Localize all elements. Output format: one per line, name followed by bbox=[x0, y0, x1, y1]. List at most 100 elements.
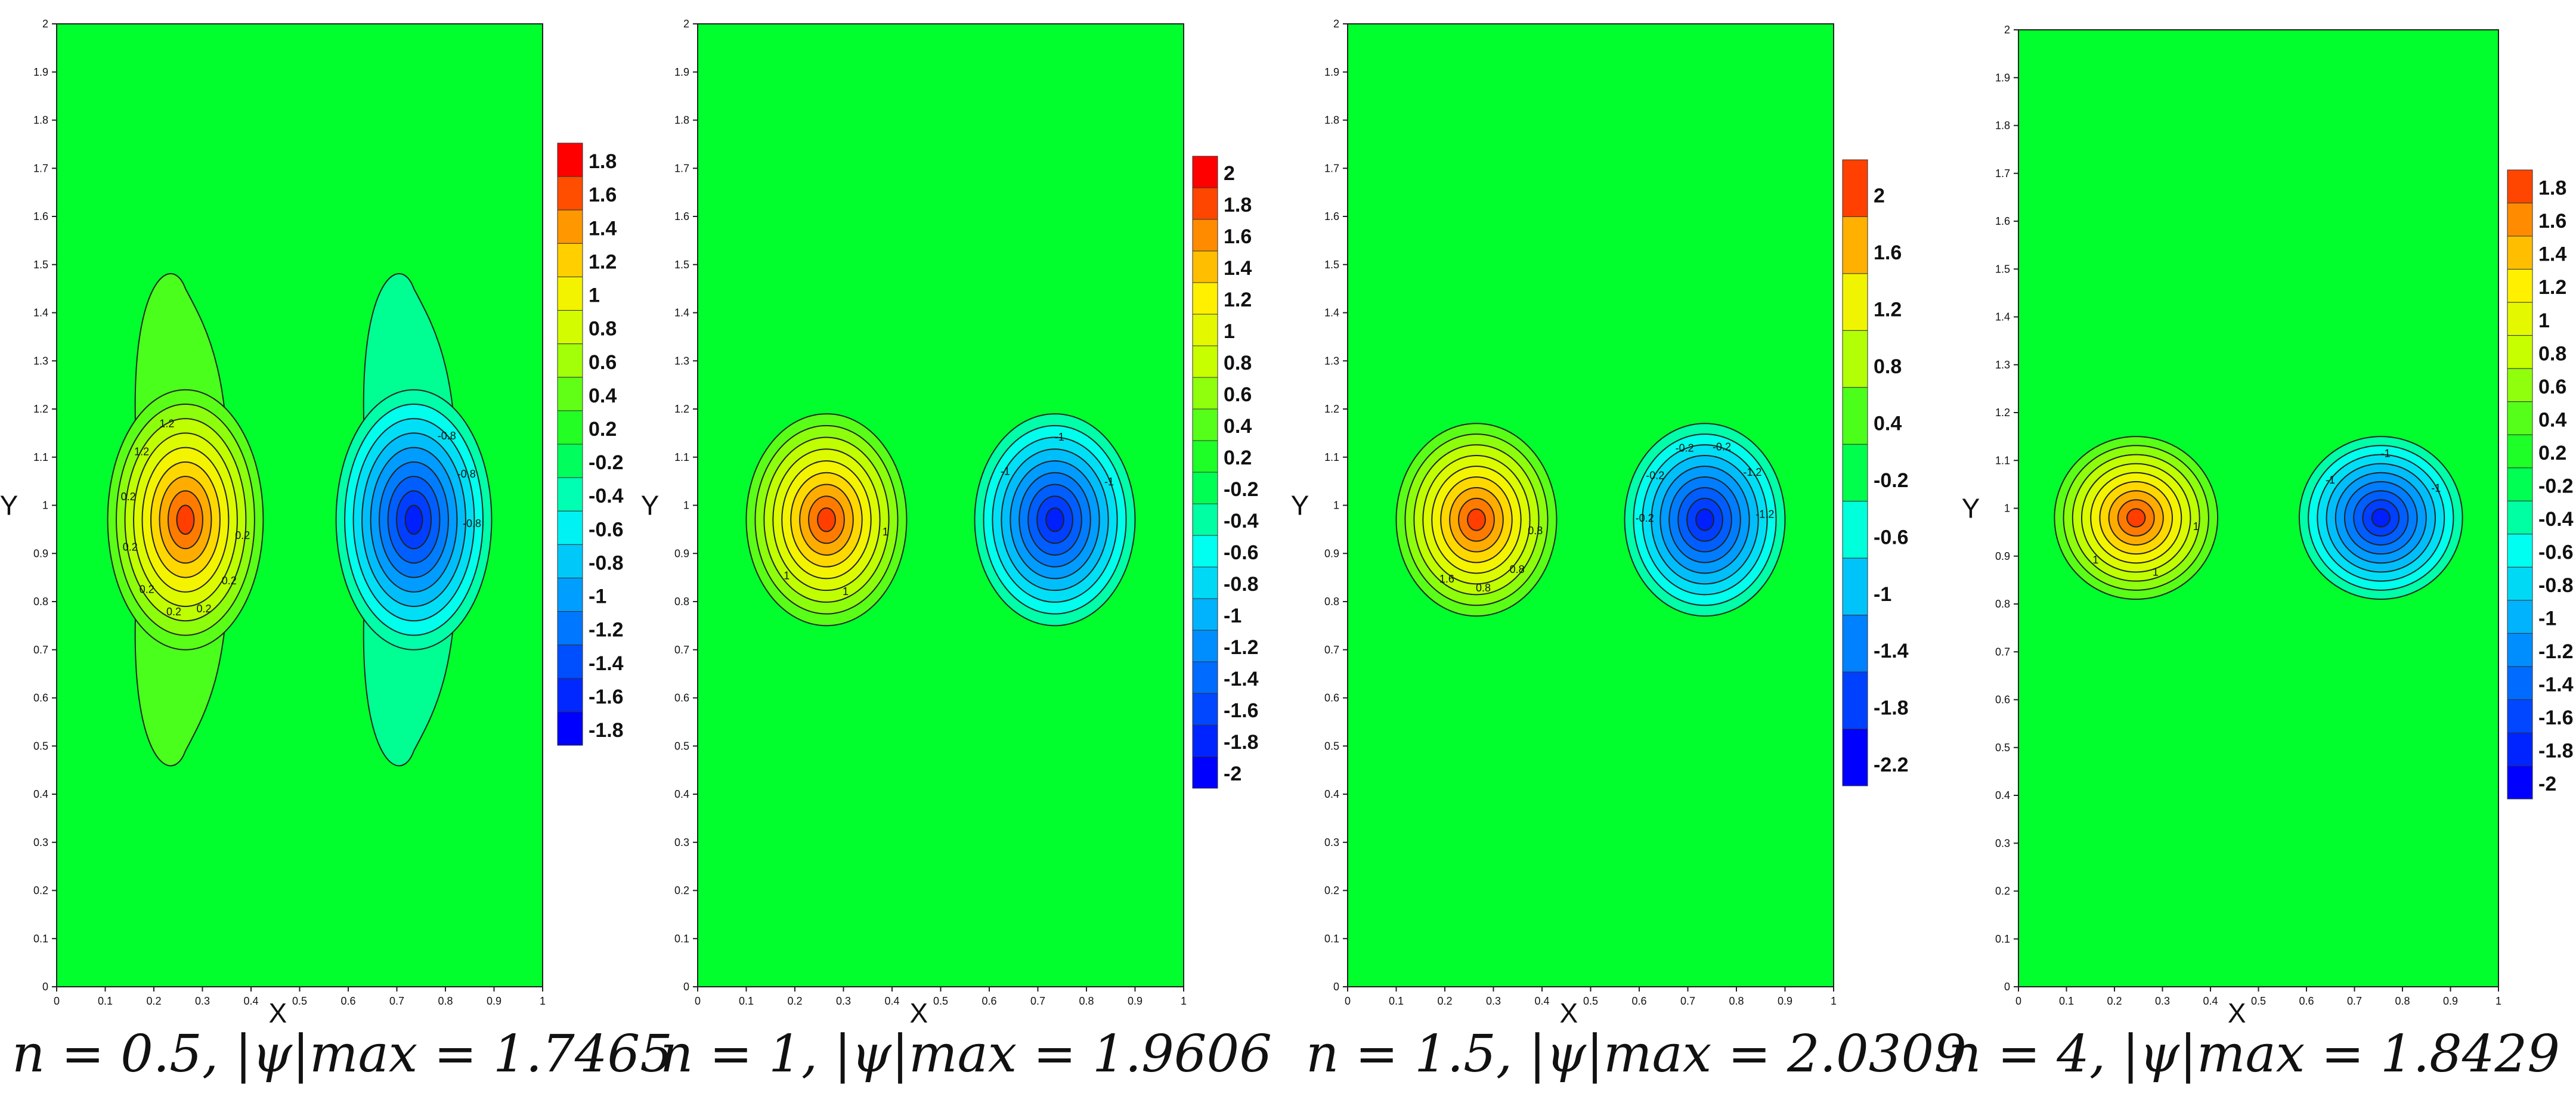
colorbar-swatch bbox=[2507, 169, 2533, 204]
colorbar-swatch bbox=[1192, 756, 1218, 789]
colorbar-swatch bbox=[1192, 630, 1218, 662]
x-tick-label: 0.8 bbox=[1079, 995, 1094, 1007]
x-tick-label: 0.5 bbox=[933, 995, 948, 1007]
y-tick-label: 2 bbox=[2004, 24, 2010, 36]
contour-label: -1 bbox=[1001, 465, 1010, 477]
y-tick-label: 1.9 bbox=[33, 66, 48, 78]
colorbar-label: -1.4 bbox=[1874, 640, 1909, 662]
contour-panel-2: 1 1 1 -1 -1 -1 0 0.1 0.2 0.3 0.4 0.5 0.6 0.7 0.8 0.9 1 0 0… bbox=[641, 18, 1259, 1028]
x-tick-label: 0.5 bbox=[1583, 995, 1598, 1007]
colorbar-label: 0.8 bbox=[589, 318, 617, 340]
contour-label: 0.2 bbox=[235, 529, 250, 541]
y-tick-label: 0.3 bbox=[33, 837, 48, 848]
contour-label: 1.2 bbox=[159, 418, 174, 430]
x-tick-label: 0.3 bbox=[836, 995, 851, 1007]
y-tick-label: 0.4 bbox=[33, 788, 48, 800]
colorbar-swatch bbox=[557, 477, 583, 512]
x-tick-label: 0.6 bbox=[1631, 995, 1646, 1007]
y-tick-label: 1.1 bbox=[674, 451, 689, 463]
colorbar-label: 1.2 bbox=[1224, 289, 1252, 311]
colorbar-swatch bbox=[1842, 273, 1868, 331]
colorbar-label: 1.6 bbox=[1874, 241, 1902, 264]
x-tick-label: 0.8 bbox=[2395, 995, 2410, 1007]
x-tick-label: 0.2 bbox=[146, 995, 161, 1007]
y-tick-label: 1.5 bbox=[33, 259, 48, 271]
x-tick-label: 0.2 bbox=[1437, 995, 1452, 1007]
colorbar-swatch bbox=[2507, 666, 2533, 700]
y-tick-label: 1.4 bbox=[1995, 311, 2010, 323]
y-tick-label: 0.1 bbox=[674, 932, 689, 944]
colorbar-swatch bbox=[2507, 765, 2533, 800]
colorbar-swatch bbox=[1842, 729, 1868, 786]
y-tick-label: 2 bbox=[1333, 18, 1339, 30]
y-tick-label: 0 bbox=[683, 981, 689, 993]
colorbar-swatch bbox=[1192, 693, 1218, 726]
colorbar-swatch bbox=[1192, 598, 1218, 631]
colorbar-swatch bbox=[1192, 472, 1218, 504]
colorbar-swatch bbox=[1192, 314, 1218, 346]
colorbar-swatch bbox=[2507, 600, 2533, 634]
contour-level bbox=[176, 504, 195, 535]
colorbar-label: 0.8 bbox=[1874, 355, 1902, 378]
x-tick-label: 0.2 bbox=[787, 995, 802, 1007]
y-tick-label: 0.2 bbox=[1995, 885, 2010, 897]
colorbar-label: -1.4 bbox=[1224, 668, 1259, 690]
y-tick-label: 0.4 bbox=[1995, 789, 2010, 801]
colorbar-swatch bbox=[2507, 269, 2533, 303]
y-tick-label: 1.7 bbox=[1995, 168, 2010, 179]
colorbar-swatch bbox=[1192, 156, 1218, 188]
y-tick-label: 1 bbox=[2004, 503, 2010, 515]
x-tick-label: 0.1 bbox=[98, 995, 113, 1007]
y-tick-label: 1.3 bbox=[33, 355, 48, 367]
y-axis-label: Y bbox=[0, 490, 18, 521]
colorbar-swatch bbox=[2507, 434, 2533, 469]
colorbar-swatch bbox=[557, 176, 583, 210]
y-tick-label: 0.5 bbox=[1324, 740, 1339, 752]
y-tick-label: 0.3 bbox=[1995, 837, 2010, 849]
colorbar-label: 1.6 bbox=[1224, 225, 1252, 248]
positive-vortex bbox=[1395, 423, 1558, 617]
x-tick-label: 0 bbox=[2015, 995, 2021, 1007]
colorbar-label: -1.2 bbox=[2538, 640, 2574, 663]
x-tick-label: 0.4 bbox=[243, 995, 258, 1007]
contour-panel-1: 0.2 0.2 0.2 0.2 0.2 0.2 0.2 1.2 1.2 -0.8 -0.8 -0.8 0… bbox=[0, 18, 624, 1028]
colorbar-label: -1.2 bbox=[589, 619, 624, 642]
x-tick-label: 0.4 bbox=[884, 995, 899, 1007]
contour-label: 0.8 bbox=[1510, 563, 1525, 575]
y-tick-label: 0.2 bbox=[33, 885, 48, 897]
caption-text: n = 1, |ψ|max = 1.9606 bbox=[660, 1024, 1272, 1084]
y-tick-label: 1.5 bbox=[1995, 263, 2010, 275]
colorbar-swatch bbox=[557, 510, 583, 545]
contour-label: 0.2 bbox=[123, 541, 138, 553]
y-axis-label: Y bbox=[1962, 493, 1980, 524]
y-tick-label: 0.5 bbox=[1995, 742, 2010, 754]
colorbar-swatch bbox=[557, 577, 583, 612]
colorbar-swatch bbox=[1842, 671, 1868, 730]
y-tick-label: 1.4 bbox=[1324, 307, 1339, 319]
x-axis-label: X bbox=[1559, 997, 1578, 1028]
y-tick-label: 0.4 bbox=[1324, 788, 1339, 800]
colorbar-swatch bbox=[2507, 732, 2533, 766]
colorbar-label: 0.8 bbox=[1224, 352, 1252, 374]
x-tick-label: 1 bbox=[1831, 995, 1837, 1007]
x-tick-label: 0.9 bbox=[487, 995, 501, 1007]
x-tick-label: 0.3 bbox=[195, 995, 210, 1007]
colorbar-swatch bbox=[2507, 203, 2533, 237]
y-tick-label: 0.5 bbox=[674, 740, 689, 752]
y-axis-label: Y bbox=[1291, 490, 1309, 521]
colorbar-label: 1 bbox=[1224, 320, 1235, 343]
y-tick-label: 1.9 bbox=[1995, 72, 2010, 83]
colorbar-label: -0.8 bbox=[1224, 573, 1259, 596]
y-tick-label: 0.6 bbox=[33, 692, 48, 704]
colorbar-label: -0.8 bbox=[2538, 574, 2574, 597]
contour-label: -0.2 bbox=[1636, 512, 1654, 524]
x-tick-label: 0 bbox=[1345, 995, 1351, 1007]
y-tick-label: 1.6 bbox=[1995, 215, 2010, 227]
colorbar-label: 0.4 bbox=[2538, 408, 2566, 431]
x-axis-label: X bbox=[909, 997, 928, 1028]
colorbar-swatch bbox=[2507, 236, 2533, 270]
y-tick-label: 0.6 bbox=[1324, 692, 1339, 704]
colorbar-swatch bbox=[557, 611, 583, 646]
x-axis-label: X bbox=[268, 997, 287, 1028]
colorbar-swatch bbox=[1192, 187, 1218, 220]
